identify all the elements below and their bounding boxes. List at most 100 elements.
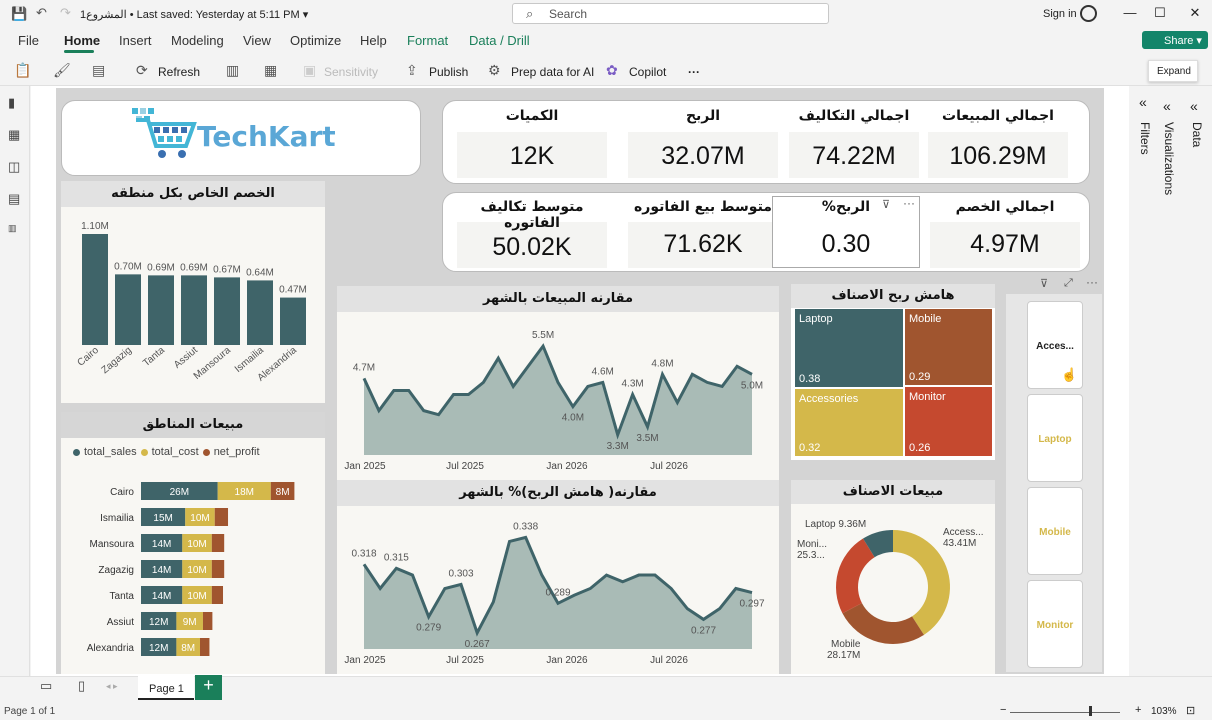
- save-icon[interactable]: 💾: [11, 6, 28, 21]
- treemap-cell-mobile[interactable]: Mobile 0.29: [905, 309, 992, 385]
- prep-data-button[interactable]: Prep data for AI: [511, 65, 595, 79]
- new-visual-icon[interactable]: ▥: [226, 62, 240, 78]
- region-y-tick: Mansoura: [90, 539, 135, 550]
- menu-view[interactable]: View: [243, 33, 271, 48]
- search-input[interactable]: ⌕ Search: [512, 3, 829, 24]
- slicer-item-monitor[interactable]: Monitor: [1027, 580, 1083, 668]
- sales-area-chart: 4.7M 5.5M 4.0M 4.6M 3.3M 4.3M 3.5M 4.8M 5.0M Jan …: [344, 330, 763, 472]
- table-view-icon[interactable]: ▦: [8, 127, 21, 142]
- region-y-tick: Alexandria: [87, 643, 135, 654]
- slicer-item-accessories[interactable]: Acces...: [1027, 301, 1083, 389]
- desktop-layout-icon[interactable]: ▭: [40, 678, 53, 693]
- side-panes: [1130, 86, 1212, 676]
- data-pane-label[interactable]: Data: [1190, 122, 1204, 148]
- avatar-icon[interactable]: [1080, 5, 1097, 22]
- area-x-tick: Jul 2025: [446, 655, 484, 666]
- logo-text: TechKart: [197, 120, 336, 153]
- share-button[interactable]: Share ▾: [1142, 31, 1208, 49]
- visualizations-pane-label[interactable]: Visualizations: [1162, 122, 1176, 196]
- share-label: Share ▾: [1164, 35, 1202, 47]
- zoom-out-icon[interactable]: −: [1000, 704, 1007, 716]
- region-sales-title: مبيعات المناطق: [61, 412, 325, 438]
- menu-format[interactable]: Format: [407, 33, 449, 48]
- undo-icon[interactable]: ↶: [36, 5, 47, 20]
- menu-modeling[interactable]: Modeling: [171, 33, 224, 48]
- region-sales-stacked-bar-chart: Cairo 26M 18M 8M Ismailia 15M 10M Mansoura 14M 10…: [87, 482, 295, 656]
- redo-icon[interactable]: ↷: [60, 5, 71, 20]
- treemap-cell-laptop[interactable]: Laptop 0.38: [795, 309, 903, 387]
- ribbon-toolbar: [0, 56, 1212, 86]
- refresh-icon[interactable]: ⟳: [136, 62, 148, 78]
- area-x-tick: Jan 2026: [546, 461, 588, 472]
- menu-data-drill[interactable]: Data / Drill: [469, 33, 530, 48]
- discount-bar-label: 1.10M: [81, 221, 109, 232]
- page-prev-icon[interactable]: ◂ ▸: [106, 681, 118, 691]
- publish-icon[interactable]: ⇪: [406, 62, 418, 78]
- discount-bar-label: 0.47M: [279, 285, 307, 296]
- publish-button[interactable]: Publish: [429, 65, 469, 79]
- area-x-tick: Jan 2025: [344, 655, 386, 666]
- report-view-icon[interactable]: ▮: [8, 95, 16, 110]
- menu-file[interactable]: File: [18, 33, 39, 48]
- copilot-icon[interactable]: ✿: [606, 62, 618, 78]
- slicer-more-icon[interactable]: ···: [1086, 275, 1098, 289]
- minimize-icon[interactable]: —: [1123, 5, 1137, 20]
- area-data-label: 0.267: [465, 639, 490, 650]
- collapse-filters-icon[interactable]: «: [1139, 94, 1147, 110]
- kpi-box: [628, 132, 778, 178]
- treemap-cell-name: Laptop: [799, 313, 833, 325]
- calculator-icon[interactable]: ▦: [264, 62, 278, 78]
- zoom-in-icon[interactable]: +: [1135, 704, 1142, 716]
- expand-data-icon[interactable]: «: [1190, 98, 1198, 114]
- slicer-item-label: Acces...: [1036, 341, 1074, 352]
- kpi-profit-pct-title: الربح%: [821, 199, 871, 215]
- get-data-icon[interactable]: ▤: [92, 62, 106, 78]
- discount-bar-label: 0.64M: [246, 267, 274, 278]
- slicer-item-laptop[interactable]: Laptop: [1027, 394, 1083, 482]
- sign-in-link[interactable]: Sign in: [1043, 8, 1077, 20]
- kpi-total-discount-title: اجمالي الخصم: [955, 199, 1055, 215]
- maximize-icon[interactable]: ☐: [1154, 5, 1166, 20]
- paste-icon[interactable]: 📋: [14, 62, 32, 78]
- mobile-layout-icon[interactable]: ▯: [78, 678, 86, 693]
- expand-visualizations-icon[interactable]: «: [1163, 98, 1171, 114]
- window-title[interactable]: المشروع1 • Last saved: Yesterday at 5:11…: [80, 9, 309, 21]
- dax-query-icon[interactable]: ▤: [8, 191, 21, 206]
- menu-optimize[interactable]: Optimize: [290, 33, 342, 48]
- format-painter-icon[interactable]: 🖌: [53, 62, 71, 78]
- prep-data-icon[interactable]: ⚙: [488, 62, 501, 78]
- area-x-tick: Jul 2026: [650, 461, 688, 472]
- treemap-cell-monitor[interactable]: Monitor 0.26: [905, 387, 992, 456]
- close-icon[interactable]: ✕: [1189, 5, 1201, 20]
- treemap-cell-accessories[interactable]: Accessories 0.32: [795, 389, 903, 456]
- tmdl-view-icon[interactable]: ▥: [8, 223, 17, 233]
- zoom-slider[interactable]: [1010, 712, 1120, 713]
- kpi-total-discount-value: 4.97M: [970, 230, 1040, 258]
- discount-bar-label: 0.69M: [180, 262, 208, 273]
- page-tab[interactable]: Page 1: [138, 676, 194, 700]
- discount-x-tick: Mansoura: [192, 345, 233, 382]
- focus-mode-icon[interactable]: ⤢: [1064, 277, 1073, 289]
- region-bar-label: 26M: [170, 487, 189, 498]
- filters-pane-label[interactable]: Filters: [1138, 122, 1152, 155]
- area-x-tick: Jan 2026: [546, 655, 588, 666]
- kpi-selected-box[interactable]: [772, 196, 920, 268]
- menu-home[interactable]: Home: [64, 33, 101, 48]
- copilot-button[interactable]: Copilot: [629, 65, 667, 79]
- model-view-icon[interactable]: ◫: [8, 159, 21, 174]
- slicer-item-mobile[interactable]: Mobile: [1027, 487, 1083, 575]
- more-options-button[interactable]: ···: [688, 65, 700, 79]
- fit-to-page-icon[interactable]: ⊡: [1186, 705, 1196, 717]
- add-page-button[interactable]: +: [195, 675, 222, 700]
- region-bar-label: 14M: [152, 591, 171, 602]
- menu-insert[interactable]: Insert: [119, 33, 152, 48]
- logo-card: [61, 100, 421, 176]
- filter-icon[interactable]: ⊽: [882, 199, 891, 211]
- slicer-filter-icon[interactable]: ⊽: [1040, 278, 1049, 290]
- area-data-label: 0.289: [545, 587, 570, 598]
- area-data-label: 4.6M: [592, 366, 614, 377]
- visual-more-icon[interactable]: ···: [903, 196, 915, 210]
- zoom-slider-thumb[interactable]: [1089, 706, 1092, 716]
- menu-help[interactable]: Help: [360, 33, 387, 48]
- refresh-button[interactable]: Refresh: [158, 65, 201, 79]
